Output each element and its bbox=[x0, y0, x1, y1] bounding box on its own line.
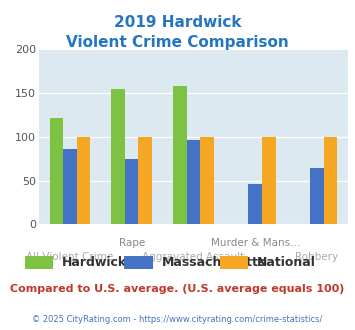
Text: Massachusetts: Massachusetts bbox=[162, 256, 266, 269]
Text: Violent Crime Comparison: Violent Crime Comparison bbox=[66, 35, 289, 50]
Bar bbox=[200, 137, 214, 224]
Bar bbox=[324, 137, 337, 224]
Bar bbox=[138, 137, 152, 224]
Bar bbox=[187, 140, 200, 224]
Text: Rape: Rape bbox=[119, 238, 145, 248]
Text: Aggravated Assault: Aggravated Assault bbox=[142, 251, 245, 261]
Text: National: National bbox=[257, 256, 316, 269]
Text: © 2025 CityRating.com - https://www.cityrating.com/crime-statistics/: © 2025 CityRating.com - https://www.city… bbox=[32, 315, 323, 324]
Bar bbox=[248, 184, 262, 224]
Text: Hardwick: Hardwick bbox=[62, 256, 127, 269]
Text: Murder & Mans...: Murder & Mans... bbox=[211, 238, 300, 248]
Text: All Violent Crime: All Violent Crime bbox=[26, 251, 114, 261]
Bar bbox=[50, 118, 63, 224]
Bar bbox=[310, 168, 324, 224]
Bar bbox=[63, 149, 77, 224]
Bar bbox=[262, 137, 275, 224]
Text: 2019 Hardwick: 2019 Hardwick bbox=[114, 15, 241, 30]
Text: Compared to U.S. average. (U.S. average equals 100): Compared to U.S. average. (U.S. average … bbox=[10, 284, 345, 294]
Bar bbox=[125, 159, 138, 224]
Bar bbox=[173, 86, 187, 224]
Bar bbox=[111, 89, 125, 224]
Bar bbox=[77, 137, 90, 224]
Text: Robbery: Robbery bbox=[295, 251, 339, 261]
